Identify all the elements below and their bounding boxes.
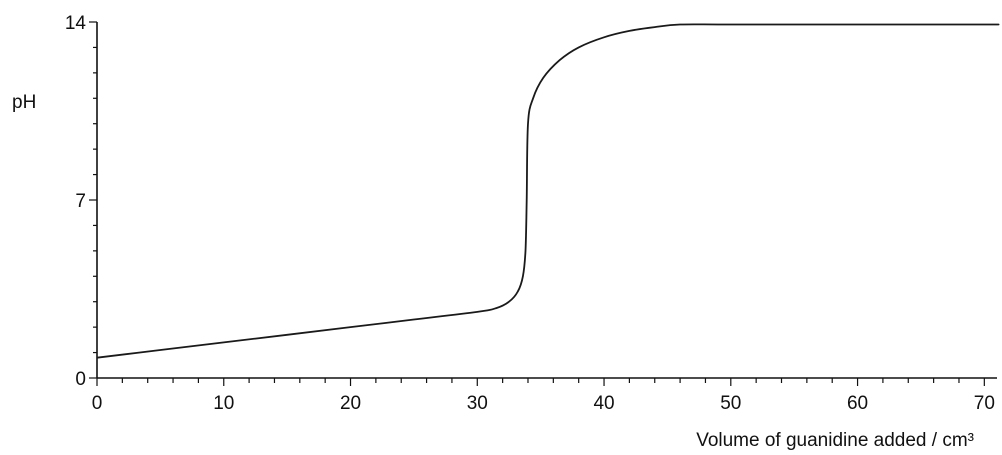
x-axis-title: Volume of guanidine added / cm³ [696,430,974,451]
x-tick-label: 20 [340,393,361,414]
y-axis-title: pH [12,92,36,113]
x-tick-label: 70 [974,393,995,414]
plot-area: 0 10 20 30 40 50 60 70 0 7 14 [65,13,1000,414]
titration-curve [96,23,1000,359]
x-tick-label: 40 [593,393,614,414]
x-tick-label: 10 [213,393,234,414]
x-tick-label: 50 [720,393,741,414]
x-tick-label: 0 [92,393,103,414]
x-tick-label: 30 [467,393,488,414]
y-tick-label: 0 [75,369,86,390]
y-tick-label: 14 [65,13,87,34]
x-tick-label: 60 [847,393,868,414]
y-tick-label: 7 [75,191,86,212]
